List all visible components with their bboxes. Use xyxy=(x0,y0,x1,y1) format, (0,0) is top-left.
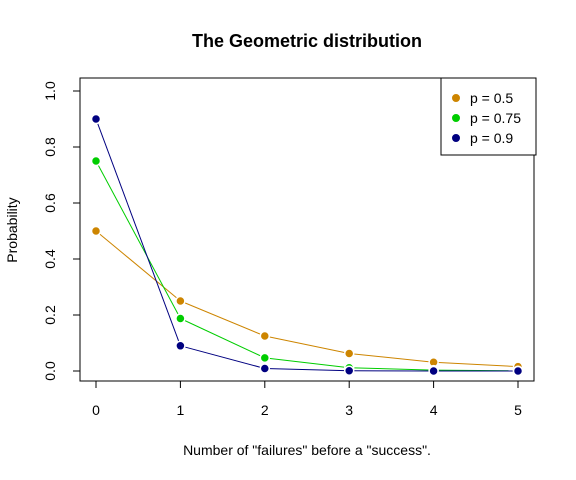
legend-label: p = 0.5 xyxy=(470,90,513,106)
points-p-0-75 xyxy=(90,155,524,377)
series-p-0-75 xyxy=(95,160,519,372)
data-point xyxy=(90,225,102,237)
series-line-segment xyxy=(349,353,434,363)
y-tick-label: 0.8 xyxy=(42,137,58,157)
data-point xyxy=(259,330,271,342)
x-tick-label: 4 xyxy=(430,402,438,418)
data-point xyxy=(259,352,271,364)
series-line-segment xyxy=(95,230,181,302)
x-tick-label: 5 xyxy=(514,402,522,418)
y-axis-label: Probability xyxy=(4,197,20,262)
data-point xyxy=(428,365,439,377)
points-p-0-9 xyxy=(90,113,524,377)
x-tick-label: 3 xyxy=(345,402,353,418)
legend-label: p = 0.75 xyxy=(470,110,521,126)
data-point xyxy=(90,113,102,125)
data-point xyxy=(343,365,355,376)
x-axis-label: Number of "failures" before a "success". xyxy=(183,442,431,458)
series-layer xyxy=(90,113,524,377)
x-tick-label: 0 xyxy=(92,402,100,418)
series-line-segment xyxy=(349,367,434,371)
y-tick-label: 0.6 xyxy=(42,193,58,213)
data-point xyxy=(90,155,102,167)
series-line-segment xyxy=(264,367,350,372)
series-line-segment xyxy=(264,357,350,369)
legend-marker xyxy=(451,93,461,103)
series-line-segment xyxy=(180,300,265,337)
points-p-0-5 xyxy=(90,225,524,372)
y-tick-label: 1.0 xyxy=(42,81,58,101)
data-point xyxy=(259,363,271,374)
data-point xyxy=(343,348,355,359)
series-p-0-5 xyxy=(95,230,519,368)
x-tick-label: 2 xyxy=(261,402,269,418)
data-point xyxy=(175,340,186,352)
legend-marker xyxy=(451,113,461,123)
y-tick-label: 0.2 xyxy=(42,305,58,325)
series-line-segment xyxy=(180,318,266,359)
series-line-segment xyxy=(180,345,265,369)
series-line-segment xyxy=(433,361,519,368)
axes: 0 1 2 3 4 5 0.0 0.2 0.4 0.6 0.8 1.0 xyxy=(42,81,522,418)
data-point xyxy=(512,365,524,377)
y-tick-label: 0.0 xyxy=(42,361,58,381)
data-point xyxy=(175,313,186,324)
data-point xyxy=(175,295,186,307)
legend-label: p = 0.9 xyxy=(470,130,513,146)
chart-title: The Geometric distribution xyxy=(192,31,422,51)
series-p-0-9 xyxy=(95,118,519,372)
series-line-segment xyxy=(264,335,350,354)
series-line-segment xyxy=(95,160,181,319)
legend: p = 0.5 p = 0.75 p = 0.9 xyxy=(440,77,537,156)
legend-marker xyxy=(451,133,461,143)
x-tick-label: 1 xyxy=(177,402,185,418)
y-tick-label: 0.4 xyxy=(42,249,58,269)
series-line-segment xyxy=(95,118,181,346)
